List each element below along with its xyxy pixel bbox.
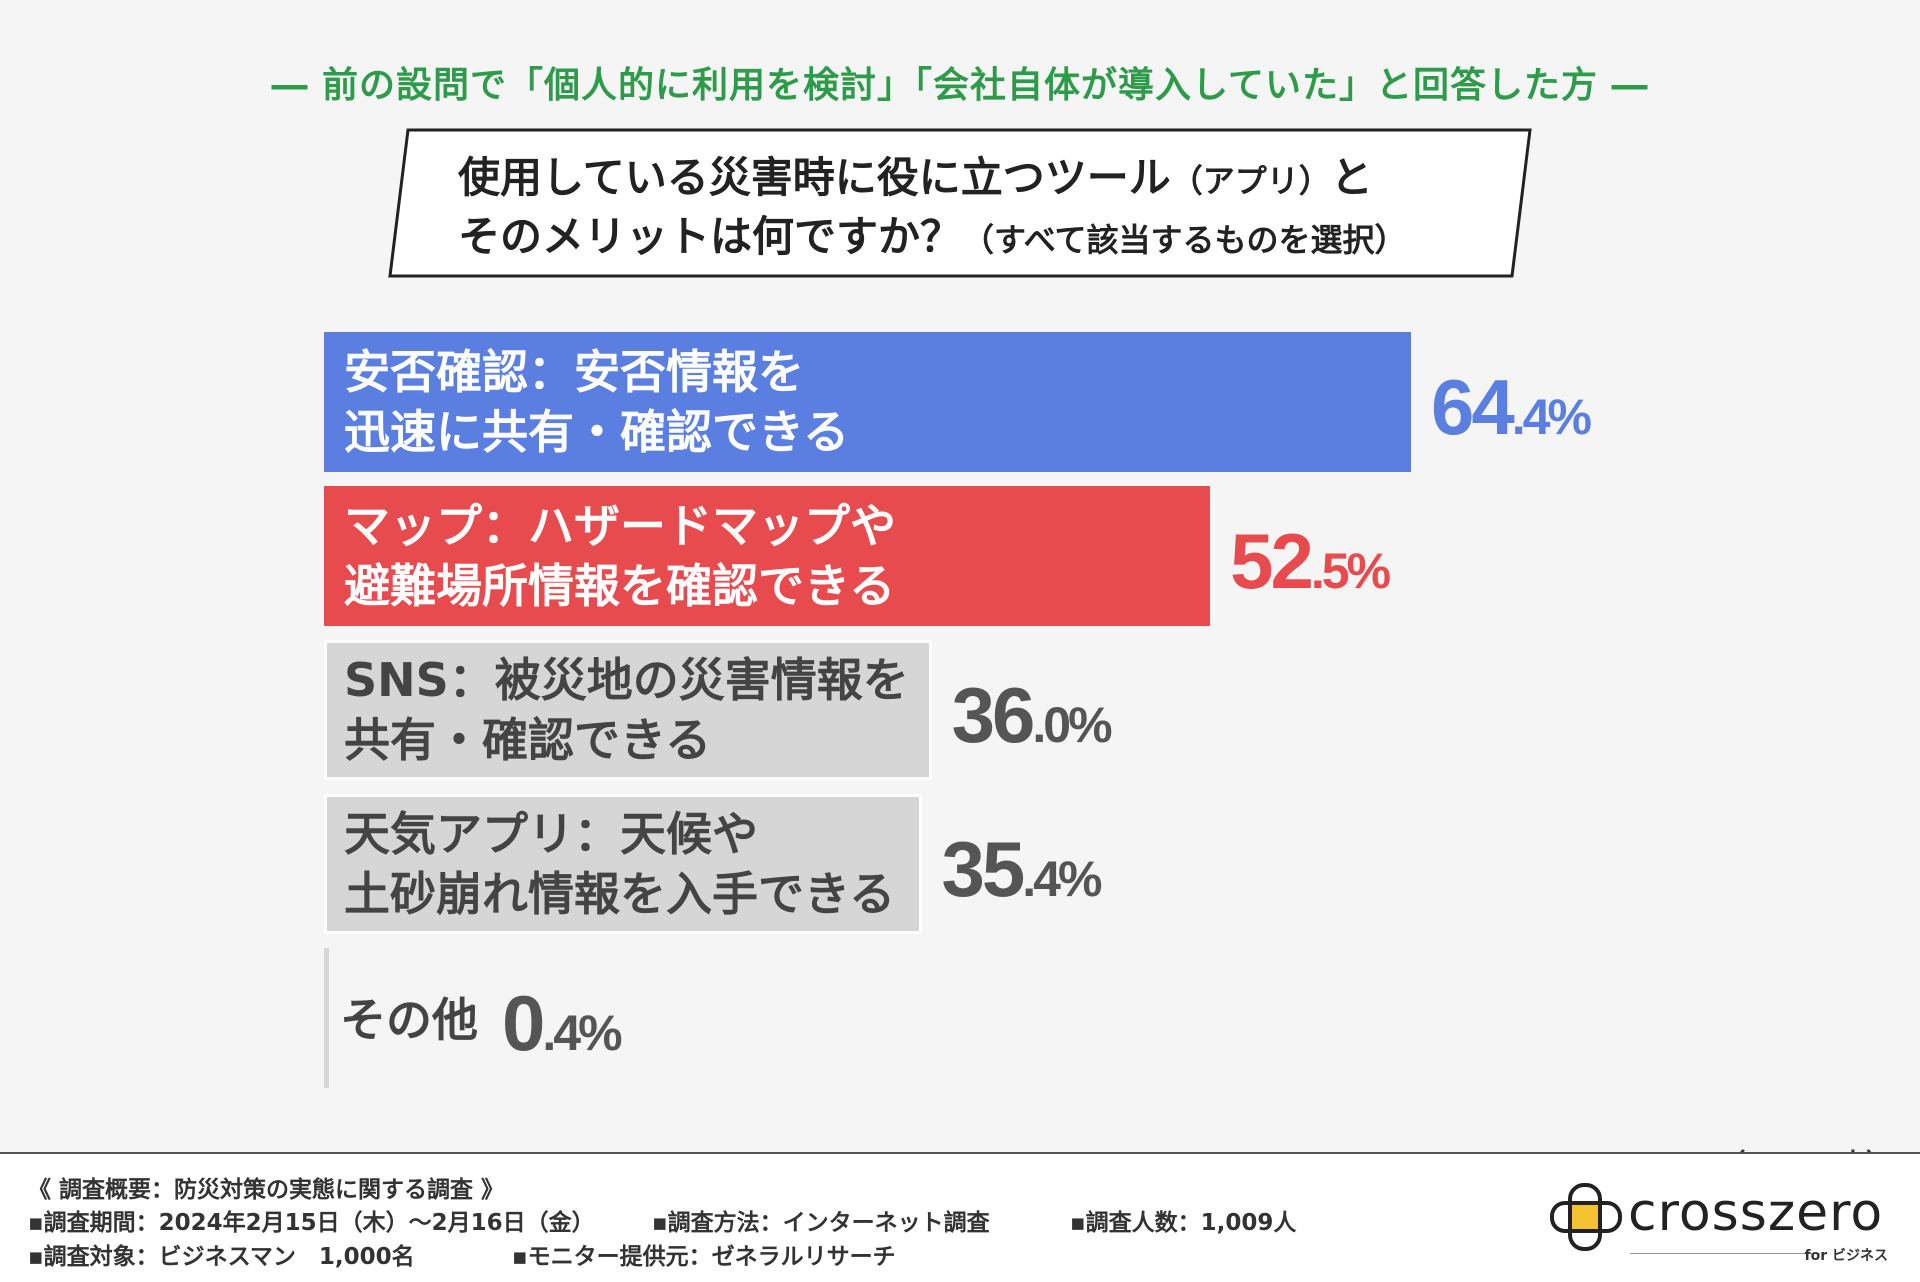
bar-label-4: その他: [340, 993, 478, 1047]
footer-title: 《 調査概要：防災対策の実態に関する調査 》: [28, 1177, 505, 1203]
data-label-4: 0.4%: [502, 979, 623, 1067]
footer-period: ▪調査期間：2024年2月15日（木）〜2月16日（金）: [28, 1210, 595, 1236]
survey-target-subtitle: ― 前の設問で「個人的に利用を検討」「会社自体が導入していた」と回答した方 ―: [271, 65, 1649, 106]
bar-label-0: 安否確認：安否情報を 迅速に共有・確認できる: [344, 345, 850, 459]
footer-provider: ▪モニター提供元：ゼネラルリサーチ: [512, 1244, 896, 1270]
data-label-2: 36.0%: [951, 671, 1113, 759]
bar-1: [324, 486, 1211, 626]
bar-2: [324, 640, 932, 780]
crosszero-mark-icon: [1550, 1183, 1622, 1251]
crosszero-logo: crosszero for ビジネス: [1548, 1183, 1898, 1264]
footer-count: ▪調査人数：1,009人: [1070, 1210, 1297, 1236]
logo-subtext: for ビジネス: [1804, 1248, 1889, 1264]
bar-0: [324, 332, 1411, 472]
bar-3: [324, 794, 922, 934]
logo-wordmark: crosszero: [1628, 1183, 1884, 1243]
footer-target: ▪調査対象：ビジネスマン 1,000名: [28, 1244, 415, 1270]
bar-chart: 安否確認：安否情報を 迅速に共有・確認できる 64.4% マップ：ハザードマップや 避難…: [324, 332, 1592, 1088]
bar-label-1: マップ：ハザードマップや 避難場所情報を確認できる: [344, 499, 896, 613]
data-label-0: 64.4%: [1431, 363, 1592, 451]
data-label-1: 52.5%: [1230, 517, 1391, 605]
footer-method: ▪調査方法：インターネット調査: [652, 1210, 990, 1236]
data-label-3: 35.4%: [941, 825, 1103, 913]
bar-label-2: SNS：被災地の災害情報を 共有・確認できる: [344, 653, 909, 767]
bar-4: [324, 948, 329, 1088]
question-text: 使用している災害時に役に立つツール（アプリ）と そのメリットは何ですか？（すべて…: [458, 153, 1407, 261]
question-box: 使用している災害時に役に立つツール（アプリ）と そのメリットは何ですか？（すべて…: [388, 128, 1532, 278]
bar-label-3: 天気アプリ：天候や 土砂崩れ情報を入手できる: [344, 807, 896, 921]
